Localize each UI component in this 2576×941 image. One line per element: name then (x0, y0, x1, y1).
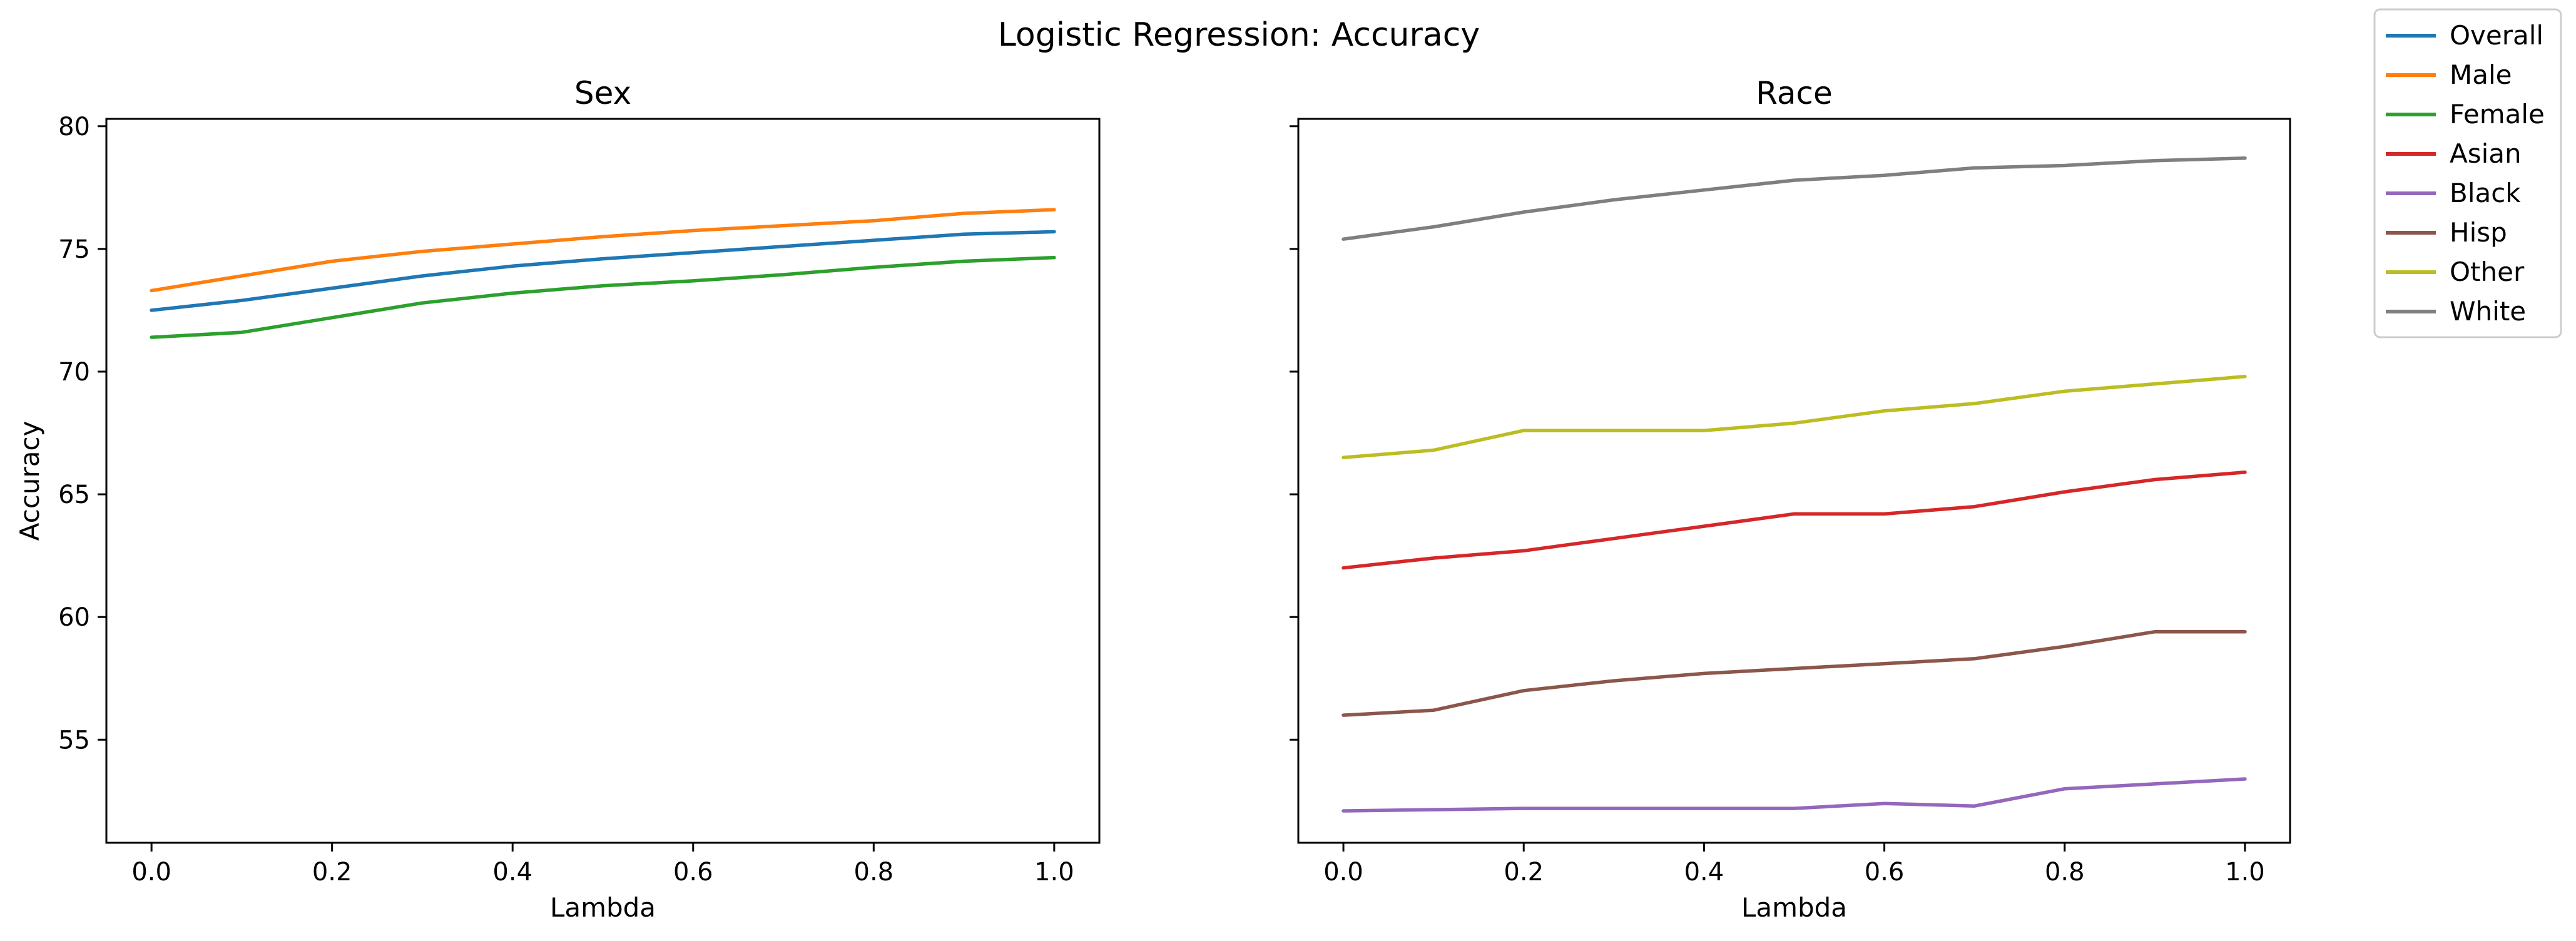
legend-label-hisp: Hisp (2450, 217, 2507, 248)
x-axis-label: Lambda (550, 892, 656, 923)
panel-title: Sex (574, 75, 631, 111)
x-tick-label: 0.8 (2045, 858, 2085, 887)
plot-frame (1297, 118, 2291, 844)
x-tick-label: 0.0 (1323, 858, 1363, 887)
x-tick-label: 1.0 (2225, 858, 2265, 887)
series-line-female (150, 255, 1056, 339)
panel-sex: 0.0 0.2 0.4 0.6 0.8 1.0 55 60 65 70 75 80 Sex Lambda A… (14, 75, 1101, 923)
legend-label-black: Black (2450, 178, 2521, 208)
y-tick-label: 75 (58, 235, 90, 264)
x-tick-label: 0.2 (312, 858, 352, 887)
series-line-hisp (1341, 629, 2247, 717)
legend-label-male: Male (2450, 59, 2512, 90)
series-line-overall (150, 230, 1056, 312)
legend-label-white: White (2450, 296, 2526, 327)
panel-race: 0.0 0.2 0.4 0.6 0.8 1.0 Race Lambda (1290, 75, 2291, 923)
legend: Overall Male Female Asian Black Hisp Other Whit… (2373, 8, 2562, 338)
series-line-asian (1341, 470, 2247, 570)
y-tick-label: 55 (58, 726, 90, 755)
x-tick-label: 0.8 (854, 858, 894, 887)
plot-frame (105, 118, 1101, 844)
legend-label-other: Other (2450, 257, 2525, 287)
legend-box (2373, 8, 2562, 338)
x-tick-label: 0.6 (1865, 858, 1905, 887)
y-tick-label: 70 (58, 358, 90, 387)
y-axis-label: Accuracy (14, 421, 45, 541)
y-tick-label: 65 (58, 481, 90, 509)
x-tick-label: 1.0 (1034, 858, 1074, 887)
series-line-male (150, 208, 1056, 293)
y-tick-label: 80 (58, 113, 90, 141)
x-tick-label: 0.0 (131, 858, 171, 887)
figure-title: Logistic Regression: Accuracy (998, 16, 1480, 54)
legend-label-overall: Overall (2450, 20, 2543, 51)
x-tick-label: 0.2 (1504, 858, 1544, 887)
series-line-other (1341, 375, 2247, 459)
y-tick-label: 60 (58, 603, 90, 632)
legend-label-female: Female (2450, 99, 2545, 130)
legend-label-asian: Asian (2450, 138, 2522, 169)
x-axis-label: Lambda (1741, 892, 1847, 923)
series-line-white (1341, 156, 2247, 241)
x-tick-label: 0.6 (673, 858, 713, 887)
panel-title: Race (1756, 75, 1833, 111)
series-line-black (1341, 777, 2247, 813)
x-tick-label: 0.4 (1684, 858, 1724, 887)
x-tick-label: 0.4 (492, 858, 532, 887)
